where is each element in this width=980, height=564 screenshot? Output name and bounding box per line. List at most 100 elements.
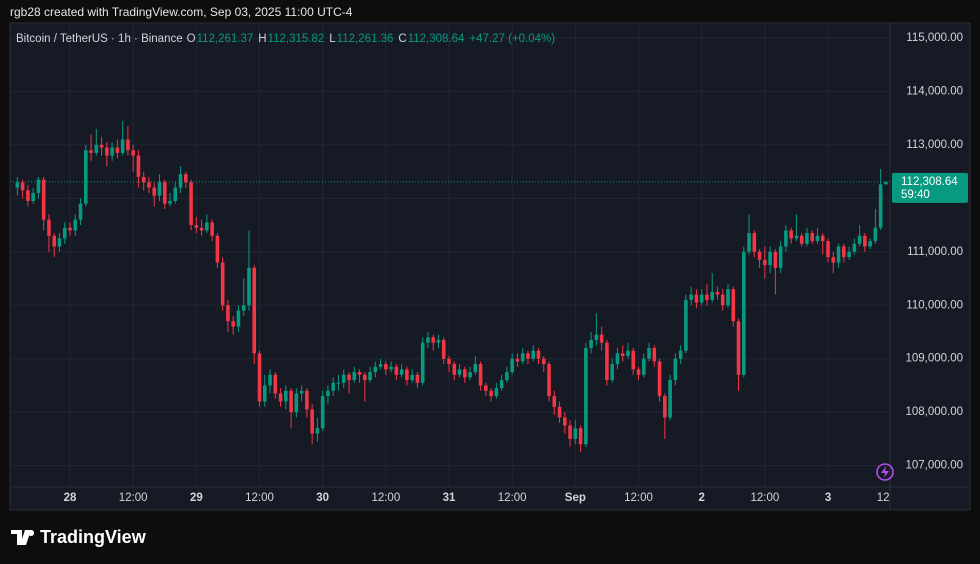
candle-body (699, 294, 704, 303)
candle-body (294, 393, 299, 413)
candle-body (78, 203, 83, 220)
x-tick-label: 12:00 (245, 492, 274, 504)
x-tick-label: 31 (443, 492, 456, 504)
candle-body (373, 366, 378, 373)
candle-body (273, 374, 278, 394)
candle-body (878, 184, 883, 228)
candle-body (741, 251, 746, 375)
candle-body (757, 251, 762, 260)
x-tick-label: Sep (565, 492, 586, 504)
candle-body (820, 235, 825, 242)
x-tick-label: 12:00 (877, 492, 906, 504)
candle-body (26, 190, 30, 202)
candle-body (320, 396, 325, 429)
candle-body (352, 372, 357, 381)
y-tick-label: 113,000.00 (906, 139, 963, 151)
alert-icon (876, 463, 894, 481)
candle-body (636, 369, 641, 375)
x-tick-label: 12:00 (119, 492, 148, 504)
legend-letter: O (187, 33, 196, 45)
candle-body (641, 358, 646, 375)
candle-body (499, 380, 504, 389)
candle-body (515, 358, 520, 362)
candle-body (805, 233, 809, 244)
candle-body (257, 353, 262, 402)
candle-body (552, 396, 557, 407)
candle-body (631, 350, 636, 370)
candle-body (715, 291, 720, 295)
legend-symbol: Bitcoin / TetherUS · 1h · Binance (16, 33, 183, 45)
candle-body (852, 243, 857, 252)
candle-body (752, 233, 757, 252)
candle-body (199, 227, 204, 231)
candle-body (194, 225, 199, 228)
candle-body (678, 350, 683, 359)
candle-body (647, 348, 651, 359)
candle-body (773, 251, 778, 268)
candle-body (452, 364, 457, 375)
candle-body (431, 337, 436, 343)
y-tick-label: 110,000.00 (906, 299, 963, 311)
candle-body (310, 409, 314, 434)
x-tick-label: 12:00 (498, 492, 527, 504)
x-tick-label: 28 (64, 492, 77, 504)
legend-letter: C (398, 33, 406, 45)
candle-body (268, 374, 272, 386)
candle-body (541, 358, 546, 365)
x-tick-label: 12:00 (750, 492, 779, 504)
candle-body (726, 289, 730, 306)
candle-body (789, 230, 793, 239)
candle-body (847, 251, 851, 258)
candle-body (52, 235, 57, 247)
candle-body (178, 174, 183, 188)
candle-body (384, 364, 388, 370)
candle-body (357, 372, 362, 375)
candle-body (589, 339, 593, 349)
candle-body (557, 406, 562, 418)
candle-body (162, 182, 167, 204)
candle-body (136, 155, 141, 177)
candle-body (578, 428, 583, 445)
candle-body (368, 372, 372, 381)
candle-body (436, 339, 441, 343)
candle-body (126, 139, 130, 151)
candle-body (15, 182, 20, 188)
candle-body (168, 201, 172, 204)
candle-body (68, 227, 72, 231)
candle-body (720, 294, 725, 306)
candle-body (505, 372, 509, 381)
candle-body (62, 227, 67, 239)
candle-body (73, 219, 78, 231)
candle-body (231, 321, 235, 327)
candle-body (241, 305, 246, 311)
price-label-box (892, 172, 968, 203)
candle-body (468, 372, 472, 378)
candle-body (584, 348, 588, 445)
candle-body (736, 321, 741, 375)
candle-body (394, 366, 399, 375)
candle-body (341, 374, 346, 383)
candle-body (220, 262, 225, 306)
grid (10, 23, 890, 487)
candle-body (615, 353, 620, 365)
candle-body (173, 187, 178, 202)
candle-body (252, 267, 257, 354)
legend-value: 112,308.64 (408, 33, 465, 45)
candle-body (141, 176, 146, 183)
y-tick-label: 115,000.00 (906, 32, 963, 44)
axes: 107,000.00 108,000.00 109,000.00 110,000.00… (892, 32, 968, 472)
candle-body (336, 382, 341, 384)
candle-body (605, 342, 609, 381)
x-tick-label: 30 (316, 492, 329, 504)
candle-body (420, 342, 425, 383)
candle-body (626, 350, 630, 357)
candle-body (663, 396, 667, 418)
candle-body (473, 364, 478, 373)
candle-body (278, 393, 283, 402)
candle-body (215, 235, 220, 263)
legend-value: 112,261.36 (337, 33, 394, 45)
candle-body (547, 364, 551, 397)
x-tick-label: 29 (190, 492, 203, 504)
candle-body (799, 235, 804, 244)
